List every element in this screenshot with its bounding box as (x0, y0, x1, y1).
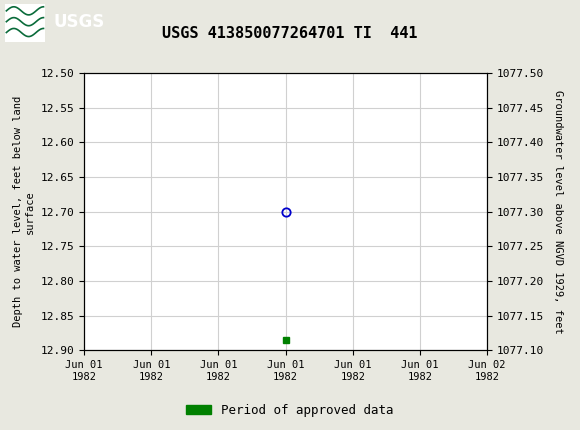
FancyBboxPatch shape (5, 3, 45, 42)
Legend: Period of approved data: Period of approved data (181, 399, 399, 421)
Y-axis label: Groundwater level above NGVD 1929, feet: Groundwater level above NGVD 1929, feet (553, 90, 563, 334)
Text: USGS 413850077264701 TI  441: USGS 413850077264701 TI 441 (162, 26, 418, 41)
Text: USGS: USGS (54, 12, 105, 31)
Y-axis label: Depth to water level, feet below land
surface: Depth to water level, feet below land su… (13, 96, 35, 327)
